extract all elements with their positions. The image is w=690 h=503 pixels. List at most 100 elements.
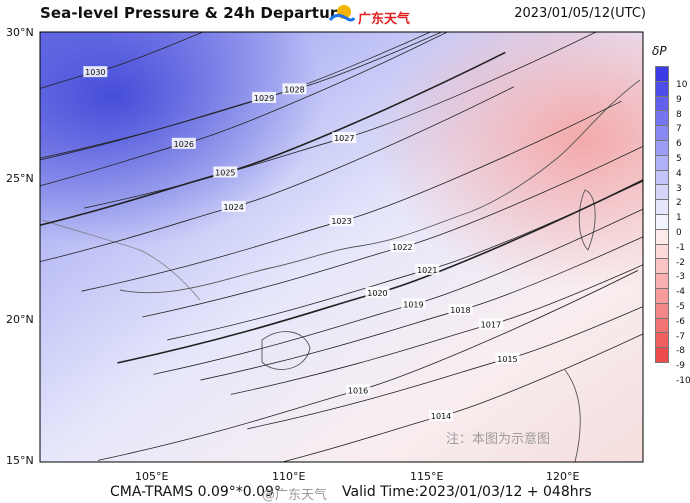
- colorbar-tick: -10: [676, 376, 690, 386]
- map-note: 注：本图为示意图: [446, 432, 551, 447]
- colorbar-cell: [655, 66, 669, 82]
- isobar-label-bg: [495, 352, 520, 364]
- isobar-label: 1015: [497, 355, 517, 364]
- isobar-label: 1021: [417, 266, 437, 275]
- colorbar-label: δP: [652, 44, 667, 58]
- colorbar-cell: [655, 80, 669, 97]
- colorbar-tick: 2: [676, 198, 682, 209]
- isobar-label-bg: [365, 286, 390, 298]
- lon-label-115: 115°E: [410, 470, 444, 483]
- isobar-label: 1029: [254, 94, 274, 103]
- colorbar-tick: -7: [676, 331, 685, 342]
- lon-label-120: 120°E: [546, 470, 580, 483]
- isobar-label: 1028: [284, 85, 304, 94]
- colorbar-tick: 3: [676, 183, 682, 194]
- colorbar-cell: [655, 139, 669, 156]
- colorbar-cell: [655, 184, 669, 201]
- lat-label-15: 15°N: [6, 454, 34, 467]
- logo-text: 广东天气: [358, 12, 411, 27]
- isobar-label: 1026: [174, 140, 194, 149]
- colorbar-cell: [655, 332, 669, 349]
- model-label: CMA-TRAMS 0.09°*0.09°: [110, 484, 281, 500]
- lon-label-105: 105°E: [135, 470, 169, 483]
- colorbar-cell: [655, 213, 669, 230]
- isobar-label-bg: [282, 83, 307, 95]
- colorbar-cell: [655, 302, 669, 319]
- china-border: [41, 219, 201, 301]
- map-title: Sea-level Pressure & 24h Departure: [40, 4, 348, 22]
- luzon-coast: [564, 369, 581, 462]
- lat-label-20: 20°N: [6, 313, 34, 326]
- isobar-label: 1017: [481, 320, 501, 329]
- hainan-island: [261, 331, 311, 370]
- colorbar-cell: [655, 154, 669, 171]
- lat-label-30: 30°N: [6, 26, 34, 39]
- colorbar-tick: 0: [676, 228, 682, 238]
- isobar-label: 1025: [215, 168, 235, 177]
- isobar-label: 1023: [331, 217, 351, 226]
- colorbar-tick: 4: [676, 168, 682, 179]
- plot-frame: [39, 31, 644, 463]
- colorbar-cell: [655, 169, 669, 186]
- colorbar-tick: 9: [676, 94, 682, 105]
- isobar-label-bg: [329, 215, 354, 227]
- colorbar-tick: -4: [676, 287, 685, 298]
- isobar-label-bg: [171, 137, 196, 149]
- isobar-label-bg: [448, 304, 473, 316]
- colorbar-tick: -9: [676, 361, 685, 372]
- colorbar: [655, 66, 669, 363]
- colorbar-cell: [655, 317, 669, 334]
- isobar-label: 1020: [367, 289, 387, 298]
- colorbar-cell: [655, 347, 669, 363]
- coastline: [119, 79, 641, 294]
- colorbar-cell: [655, 110, 669, 127]
- weather-logo: 广东天气: [326, 2, 426, 30]
- isobar-label-bg: [415, 263, 440, 275]
- colorbar-cell: [655, 243, 669, 260]
- isobar-label: 1024: [223, 203, 243, 212]
- colorbar-tick: -5: [676, 302, 685, 312]
- lon-label-110: 110°E: [272, 470, 306, 483]
- colorbar-tick: 6: [676, 139, 682, 150]
- isobar-label-bg: [401, 298, 426, 310]
- colorbar-cell: [655, 95, 669, 112]
- valid-time: Valid Time:2023/01/03/12 + 048hrs: [342, 484, 592, 500]
- lat-label-25: 25°N: [6, 172, 34, 185]
- isobar-label-bg: [390, 241, 415, 252]
- isobar-label: 1030: [85, 68, 105, 77]
- isobar-label-bg: [221, 200, 246, 212]
- colorbar-tick: -2: [676, 257, 685, 268]
- colorbar-cell: [655, 258, 669, 275]
- colorbar-tick: 10: [676, 80, 688, 90]
- colorbar-cell: [655, 199, 669, 215]
- colorbar-tick: -1: [676, 242, 685, 253]
- isobar-label-bg: [478, 318, 503, 330]
- colorbar-tick: 5: [676, 154, 682, 164]
- isobar-label-bg: [332, 132, 357, 144]
- isobar-label-bg: [346, 384, 371, 396]
- isobar-label-bg: [429, 410, 454, 422]
- isobar-label: 1019: [403, 300, 423, 309]
- isobar-label: 1018: [450, 306, 470, 315]
- colorbar-cell: [655, 287, 669, 304]
- colorbar-cell: [655, 228, 669, 245]
- isobar-label-bg: [83, 66, 108, 78]
- isobar-label: 1016: [348, 386, 368, 395]
- colorbar-tick: -8: [676, 346, 685, 357]
- isobar-labels: 1030 1029 1028 1027 1026 1025 1024 1023 1022 1021…: [83, 66, 520, 422]
- isobar-label-bg: [213, 166, 238, 178]
- logo-icon: [328, 5, 356, 22]
- isobar-label-bg: [252, 91, 277, 103]
- colorbar-cell: [655, 125, 669, 141]
- analysis-datetime: 2023/01/05/12(UTC): [514, 6, 646, 21]
- colorbar-tick: -3: [676, 272, 685, 283]
- colorbar-tick: 8: [676, 109, 682, 120]
- isobar-label: 1014: [431, 412, 451, 421]
- isobar-label: 1022: [392, 243, 412, 252]
- watermark: @广东天气: [262, 488, 328, 503]
- colorbar-tick: 1: [676, 213, 682, 224]
- colorbar-tick: 7: [676, 124, 682, 135]
- colorbar-cell: [655, 273, 669, 289]
- isobar-label: 1027: [334, 134, 354, 143]
